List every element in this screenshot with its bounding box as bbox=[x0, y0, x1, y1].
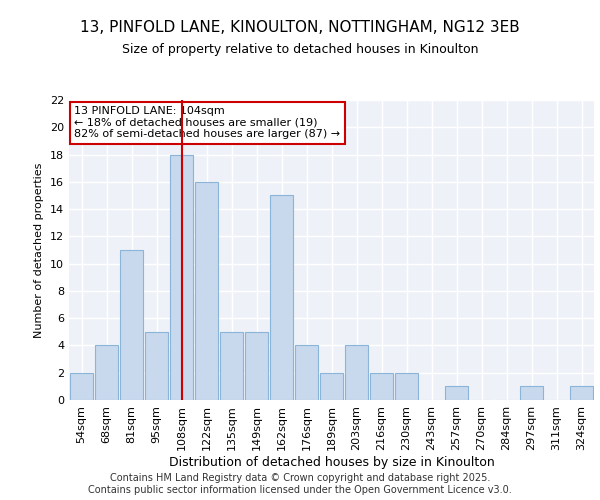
Bar bbox=[245, 332, 268, 400]
Bar bbox=[119, 250, 143, 400]
Bar bbox=[344, 346, 368, 400]
Bar bbox=[220, 332, 244, 400]
Bar bbox=[145, 332, 169, 400]
Bar bbox=[194, 182, 218, 400]
Bar bbox=[320, 372, 343, 400]
Bar bbox=[520, 386, 544, 400]
Bar bbox=[70, 372, 94, 400]
Text: 13, PINFOLD LANE, KINOULTON, NOTTINGHAM, NG12 3EB: 13, PINFOLD LANE, KINOULTON, NOTTINGHAM,… bbox=[80, 20, 520, 35]
Bar bbox=[170, 154, 193, 400]
Text: Size of property relative to detached houses in Kinoulton: Size of property relative to detached ho… bbox=[122, 42, 478, 56]
Y-axis label: Number of detached properties: Number of detached properties bbox=[34, 162, 44, 338]
Bar bbox=[569, 386, 593, 400]
Bar bbox=[395, 372, 418, 400]
Bar bbox=[370, 372, 394, 400]
Bar bbox=[295, 346, 319, 400]
Bar bbox=[95, 346, 118, 400]
Text: 13 PINFOLD LANE: 104sqm
← 18% of detached houses are smaller (19)
82% of semi-de: 13 PINFOLD LANE: 104sqm ← 18% of detache… bbox=[74, 106, 340, 139]
Bar bbox=[269, 196, 293, 400]
Text: Contains HM Land Registry data © Crown copyright and database right 2025.
Contai: Contains HM Land Registry data © Crown c… bbox=[88, 474, 512, 495]
X-axis label: Distribution of detached houses by size in Kinoulton: Distribution of detached houses by size … bbox=[169, 456, 494, 468]
Bar bbox=[445, 386, 469, 400]
